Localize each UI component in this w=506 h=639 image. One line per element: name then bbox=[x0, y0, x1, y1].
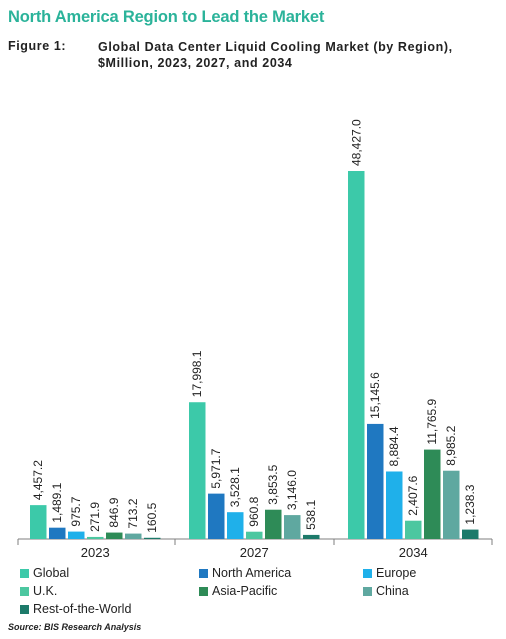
figure-label: Figure 1: bbox=[8, 39, 67, 53]
legend-item: China bbox=[363, 584, 409, 598]
x-tick-label: 2034 bbox=[399, 545, 428, 560]
legend-swatch bbox=[363, 586, 372, 596]
legend-label: North America bbox=[212, 566, 292, 580]
bar bbox=[68, 531, 85, 539]
data-label: 1,489.1 bbox=[50, 482, 64, 522]
data-label: 538.1 bbox=[304, 500, 318, 530]
legend-swatch bbox=[363, 568, 372, 578]
legend-item: U.K. bbox=[20, 584, 57, 598]
legend-item: Asia-Pacific bbox=[199, 584, 277, 598]
x-tick-label: 2027 bbox=[240, 545, 269, 560]
data-label: 271.9 bbox=[88, 502, 102, 532]
bar bbox=[189, 402, 206, 539]
data-label: 713.2 bbox=[126, 498, 140, 528]
x-tick-label: 2023 bbox=[81, 545, 110, 560]
bar bbox=[462, 529, 479, 539]
bar bbox=[367, 423, 384, 539]
data-label: 8,884.4 bbox=[387, 426, 401, 466]
legend-swatch bbox=[20, 604, 29, 614]
bar bbox=[30, 505, 47, 539]
legend-label: Global bbox=[33, 566, 70, 580]
data-label: 960.8 bbox=[247, 496, 261, 526]
bar bbox=[284, 515, 301, 539]
data-label: 17,998.1 bbox=[190, 350, 204, 397]
legend-item: Global bbox=[20, 566, 69, 580]
data-label: 1,238.3 bbox=[463, 484, 477, 524]
data-label: 5,971.7 bbox=[209, 448, 223, 488]
legend-swatch bbox=[199, 586, 208, 596]
bar bbox=[125, 533, 142, 539]
legend-swatch bbox=[20, 568, 29, 578]
legend-label: U.K. bbox=[33, 584, 58, 598]
data-label: 11,765.9 bbox=[425, 398, 439, 444]
chart-legend: Global North America Europe U.K. Asia-Pacifi… bbox=[20, 566, 500, 620]
bar bbox=[227, 512, 244, 539]
bar bbox=[443, 470, 460, 539]
data-label: 975.7 bbox=[69, 496, 83, 526]
figure-title: Global Data Center Liquid Cooling Market… bbox=[98, 40, 453, 70]
legend-swatch bbox=[20, 586, 29, 596]
source-note: Source: BIS Research Analysis bbox=[8, 622, 142, 632]
data-label: 3,853.5 bbox=[266, 464, 280, 504]
legend-label: Europe bbox=[376, 566, 417, 580]
bar bbox=[424, 449, 441, 539]
bar bbox=[348, 171, 365, 539]
bar bbox=[144, 537, 161, 539]
legend-item: Rest-of-the-World bbox=[20, 602, 131, 616]
bar bbox=[386, 471, 403, 539]
data-label: 48,427.0 bbox=[349, 119, 363, 166]
bar bbox=[303, 534, 320, 539]
data-label: 160.5 bbox=[145, 502, 159, 532]
page-headline: North America Region to Lead the Market bbox=[8, 8, 325, 26]
data-label: 846.9 bbox=[107, 497, 121, 527]
bar bbox=[246, 531, 263, 539]
data-label: 3,146.0 bbox=[285, 470, 299, 510]
data-label: 2,407.6 bbox=[406, 475, 420, 515]
bar bbox=[87, 536, 104, 539]
legend-label: Asia-Pacific bbox=[212, 584, 278, 598]
legend-label: China bbox=[376, 584, 409, 598]
data-label: 8,985.2 bbox=[444, 425, 458, 465]
data-label: 4,457.2 bbox=[31, 460, 45, 500]
bar bbox=[265, 509, 282, 539]
bar bbox=[405, 520, 422, 539]
data-label: 3,528.1 bbox=[228, 467, 242, 507]
legend-swatch bbox=[199, 568, 208, 578]
legend-item: Europe bbox=[363, 566, 416, 580]
bar bbox=[106, 532, 123, 539]
legend-label: Rest-of-the-World bbox=[33, 602, 132, 616]
bar-chart: 4,457.2 1,489.1 975.7 271.9 846.9 713.2 160.5 2… bbox=[17, 119, 493, 560]
legend-item: North America bbox=[199, 566, 291, 580]
data-label: 15,145.6 bbox=[368, 372, 382, 419]
bar bbox=[49, 527, 66, 539]
bar bbox=[208, 493, 225, 539]
